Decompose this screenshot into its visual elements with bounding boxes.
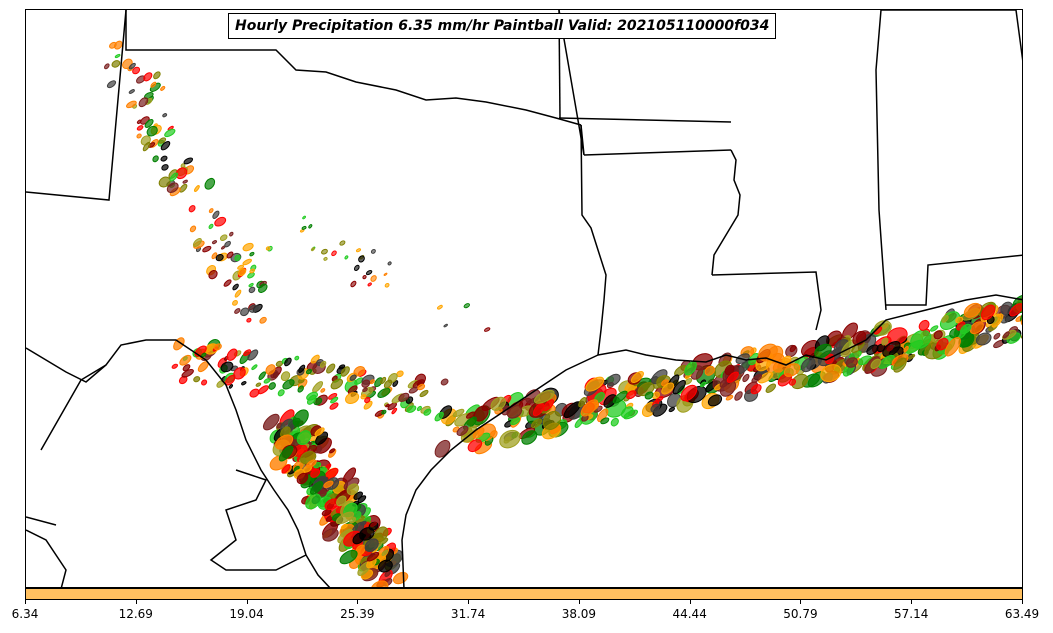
colorbar-tick-label: 19.04 [229, 607, 264, 621]
mississippi-river [711, 149, 741, 276]
tn-border [558, 117, 732, 123]
tx-la-border [580, 124, 607, 356]
tx-coastline [401, 354, 599, 587]
colorbar [25, 588, 1023, 600]
mexico-state-line-3 [209, 469, 307, 571]
colorbar-tick-mark [911, 600, 913, 604]
colorbar-tick-label: 12.69 [118, 607, 153, 621]
rio-grande [26, 339, 331, 587]
al-ga-border [1015, 10, 1022, 61]
mexico-state-line-4 [26, 516, 57, 526]
colorbar-tick-mark [1022, 600, 1023, 604]
colorbar-tick-label: 31.74 [450, 607, 486, 621]
nm-tx-border [26, 10, 127, 201]
colorbar-tick-label: 25.39 [340, 607, 375, 621]
ar-la-border [583, 149, 732, 156]
al-fl-border [886, 254, 1022, 306]
map-title: Hourly Precipitation 6.35 mm/hr Paintbal… [228, 13, 777, 39]
colorbar-tick-label: 50.79 [783, 607, 818, 621]
colorbar-tick-label: 57.14 [894, 607, 929, 621]
paintball-blobs [104, 40, 1022, 587]
colorbar-tick-mark [246, 600, 248, 604]
colorbar-tick-mark [689, 600, 691, 604]
colorbar-tick-mark [135, 600, 137, 604]
colorbar-tick-mark [468, 600, 470, 604]
ms-al-border [875, 10, 887, 311]
colorbar-tick-label: 6.34 [11, 607, 39, 621]
colorbar-tick-label: 44.44 [672, 607, 707, 621]
mexico-state-line-2 [40, 364, 107, 451]
la-ms-border [711, 271, 822, 331]
map-area [25, 9, 1023, 588]
colorbar-tick-mark [800, 600, 802, 604]
colorbar-tick-mark [357, 600, 359, 604]
state-borders [26, 10, 1022, 587]
colorbar-tick-label: 63.49 [1004, 607, 1040, 621]
tx-ok-border [125, 10, 582, 126]
colorbar-tick-mark [578, 600, 580, 604]
map-canvas [26, 10, 1022, 587]
colorbar-tick-mark [25, 600, 26, 604]
colorbar-tick-label: 38.09 [561, 607, 597, 621]
mexico-state-line [26, 529, 67, 587]
gulf-coastline [597, 294, 1022, 366]
